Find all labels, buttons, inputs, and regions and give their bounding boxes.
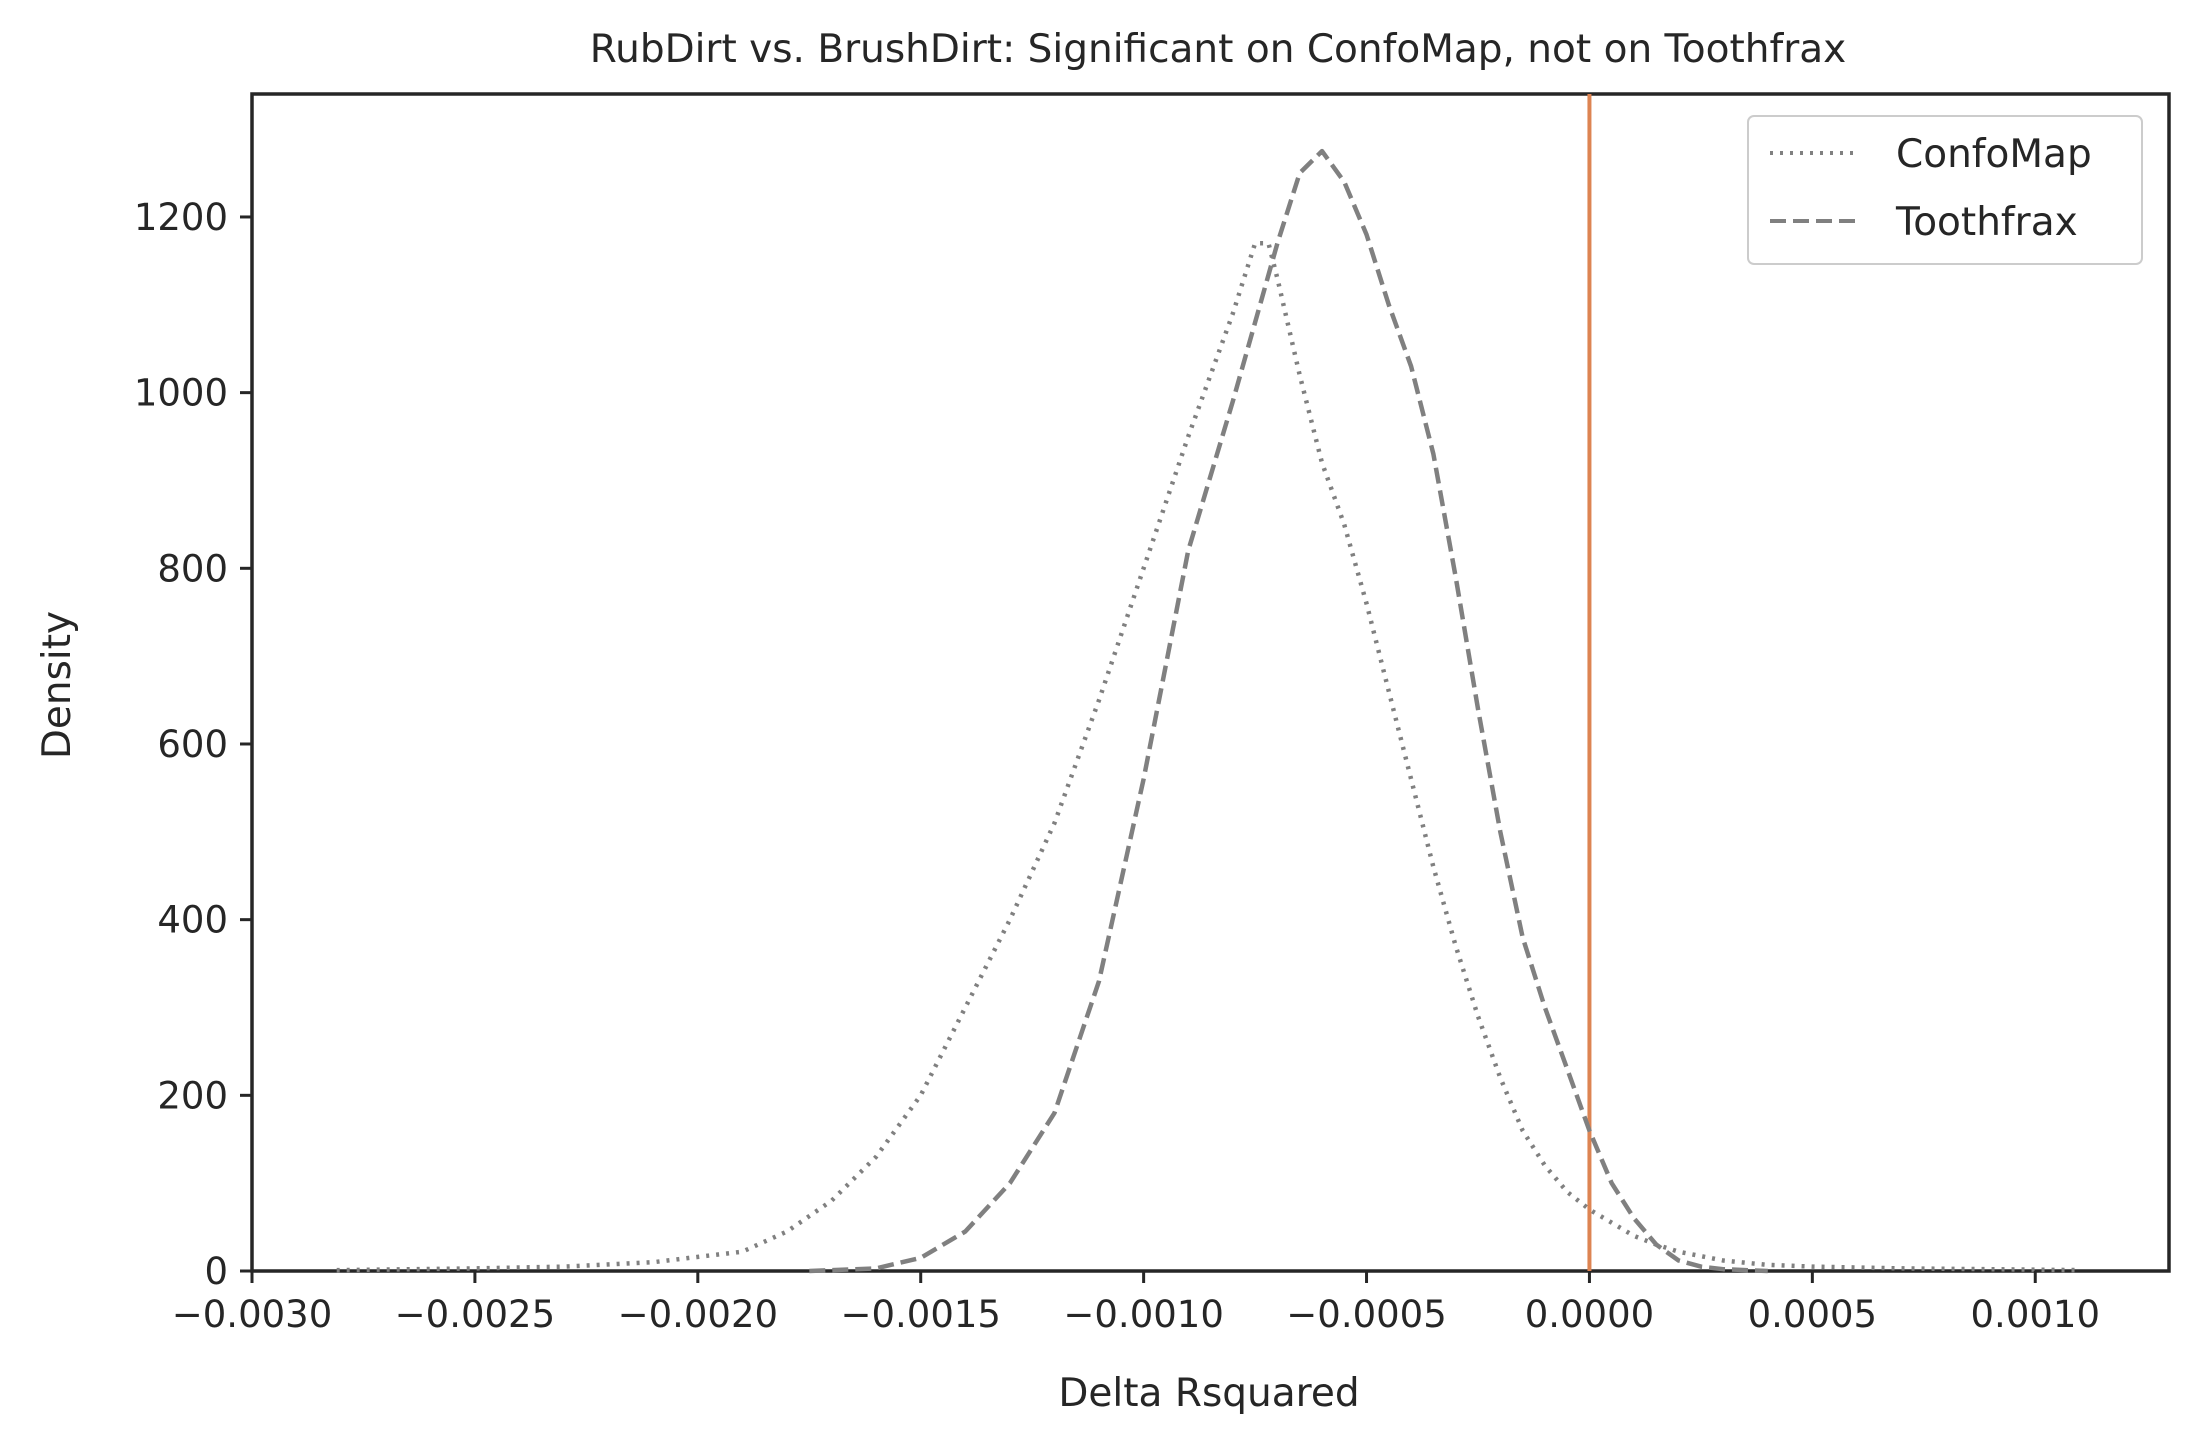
x-tick-label: −0.0030 (172, 1293, 332, 1336)
legend-label-toothfrax: Toothfrax (1895, 200, 2078, 245)
x-tick-label: 0.0010 (1971, 1293, 2100, 1336)
x-tick-label: −0.0005 (1286, 1293, 1446, 1336)
x-axis-label: Delta Rsquared (1058, 1371, 1359, 1416)
series-layer (336, 148, 2080, 1274)
plot-area (250, 92, 2171, 1274)
x-tick-label: −0.0010 (1063, 1293, 1223, 1336)
y-tick-label: 0 (204, 1250, 228, 1293)
series-line-toothfrax (809, 148, 1768, 1274)
legend-frame (1747, 115, 2143, 265)
x-tick-label: −0.0025 (395, 1293, 555, 1336)
x-tick-label: −0.0020 (618, 1293, 778, 1336)
legend-label-confomap: ConfoMap (1896, 132, 2092, 177)
y-tick-label: 1000 (134, 372, 228, 415)
y-tick-label: 600 (157, 723, 228, 766)
series-line-confomap (336, 241, 2080, 1273)
y-tick-label: 400 (157, 899, 228, 942)
plot-frame (250, 92, 2171, 1273)
legend: ConfoMap Toothfrax (1747, 115, 2143, 265)
x-axis: −0.0030 −0.0025 −0.0020 −0.0015 −0.0010 −0.00… (172, 1271, 2100, 1336)
x-tick-label: −0.0015 (840, 1293, 1000, 1336)
y-tick-label: 200 (157, 1074, 228, 1117)
y-tick-label: 800 (157, 547, 228, 590)
x-tick-label: 0.0005 (1748, 1293, 1877, 1336)
y-axis: 0 200 400 600 800 1000 1200 (134, 196, 252, 1293)
y-tick-label: 1200 (134, 196, 228, 239)
x-tick-label: 0.0000 (1525, 1293, 1654, 1336)
y-axis-label: Density (35, 611, 80, 759)
chart-title: RubDirt vs. BrushDirt: Significant on Co… (590, 27, 1846, 72)
